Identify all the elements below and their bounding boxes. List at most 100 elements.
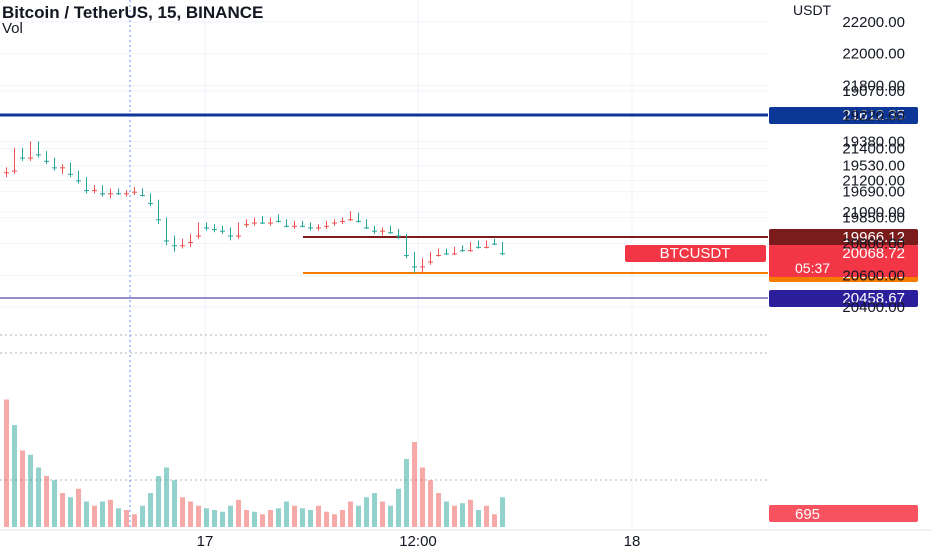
candle-body <box>28 157 33 159</box>
volume-bar <box>364 497 369 527</box>
candle-body <box>148 203 153 205</box>
candle-body <box>44 160 49 162</box>
price-tick-label: 19690.00 <box>842 184 905 201</box>
candle-body <box>60 167 65 169</box>
price-tick-label: 21200.00 <box>842 172 905 189</box>
candle-body <box>460 250 465 252</box>
candle-body <box>180 245 185 247</box>
symbol-label-text: BTCUSDT <box>660 245 731 262</box>
volume-bar <box>116 508 121 527</box>
candle-body <box>36 154 41 156</box>
candle-body <box>276 220 281 222</box>
candle-body <box>356 220 361 222</box>
price-axis[interactable]: 22200.00 22000.00 21800.00 21400.00 21200.00… <box>842 14 905 316</box>
volume-bar <box>332 514 337 527</box>
volume-bar <box>476 510 481 527</box>
candle-body <box>444 253 449 255</box>
chart-grid <box>0 0 768 530</box>
price-tick-label: 19380.00 <box>842 133 905 150</box>
volume-bar <box>244 510 249 527</box>
price-tick-label: 22200.00 <box>842 14 905 31</box>
candle-body <box>436 255 441 257</box>
candle-body <box>204 227 209 229</box>
candle-body <box>452 253 457 255</box>
volume-bar <box>108 499 113 527</box>
price-label-text: 21612.35 <box>842 107 905 124</box>
volume-bar <box>276 508 281 527</box>
candle-body <box>116 193 121 195</box>
candle-body <box>372 230 377 232</box>
volume-bar <box>44 476 49 527</box>
candle-body <box>380 230 385 232</box>
volume-bar <box>292 505 297 527</box>
horizontal-lines[interactable]: 21612.3520458.6720191.7219966.12BTCUSDT2… <box>0 107 918 523</box>
volume-bar <box>220 511 225 527</box>
volume-bar <box>268 510 273 527</box>
candle-body <box>212 229 217 231</box>
volume-bar <box>92 505 97 527</box>
candle-body <box>92 190 97 192</box>
volume-label-box <box>769 505 918 522</box>
candle-body <box>236 235 241 237</box>
countdown-text: 05:37 <box>795 260 830 276</box>
volume-indicator-label[interactable]: Vol <box>2 20 23 37</box>
candle-body <box>76 180 81 182</box>
volume-bar <box>428 480 433 527</box>
candle-body <box>324 225 329 227</box>
volume-bar <box>404 459 409 527</box>
volume-bar <box>436 493 441 527</box>
volume-bar <box>348 501 353 527</box>
candle-body <box>228 235 233 237</box>
volume-bar <box>340 510 345 527</box>
volume-bar <box>308 510 313 527</box>
candle-body <box>52 167 57 169</box>
current-price-text: 20068.72 <box>842 245 905 262</box>
candle-body <box>132 191 137 193</box>
price-tick-label: 19070.00 <box>842 83 905 100</box>
candle-body <box>220 230 225 232</box>
candle-body <box>20 157 25 159</box>
time-tick-label: 12:00 <box>399 533 437 550</box>
price-tick-label: 21800.00 <box>842 77 905 94</box>
volume-bar <box>12 425 17 527</box>
volume-bar <box>444 501 449 527</box>
volume-bar <box>180 497 185 527</box>
candle-body <box>172 245 177 247</box>
price-tick-label: 21400.00 <box>842 141 905 158</box>
candle-body <box>140 194 145 196</box>
volume-bar <box>60 493 65 527</box>
volume-bar <box>412 442 417 527</box>
volume-bar <box>388 505 393 527</box>
volume-bar <box>460 503 465 527</box>
price-tick-label: 19850.00 <box>842 210 905 227</box>
time-axis[interactable]: 17 12:00 18 <box>0 529 932 550</box>
candle-body <box>412 266 417 268</box>
volume-bar <box>284 501 289 527</box>
volume-bar <box>140 505 145 527</box>
volume-bar <box>36 467 41 527</box>
volume-bar <box>76 488 81 527</box>
candle-body <box>124 193 129 195</box>
volume-bar <box>68 497 73 527</box>
price-tick-label: 19530.00 <box>842 158 905 175</box>
volume-bar <box>164 467 169 527</box>
volume-bar <box>300 508 305 527</box>
symbol-title[interactable]: Bitcoin / TetherUS, 15, BINANCE <box>2 3 264 22</box>
candle-body <box>308 227 313 229</box>
candle-body <box>292 225 297 227</box>
price-axis-unit: USDT <box>793 2 832 18</box>
candle-body <box>108 193 113 195</box>
candle-body <box>268 222 273 224</box>
volume-bar <box>52 480 57 527</box>
candle-body <box>84 190 89 192</box>
time-tick-label: 18 <box>624 533 641 550</box>
candle-body <box>364 227 369 229</box>
volume-bar <box>132 514 137 527</box>
price-tick-label: 19220.00 <box>842 107 905 124</box>
volume-bar <box>100 501 105 527</box>
price-label-box <box>769 229 918 246</box>
candle-body <box>284 225 289 227</box>
volume-bar <box>196 505 201 527</box>
price-tick-label: 22000.00 <box>842 46 905 63</box>
